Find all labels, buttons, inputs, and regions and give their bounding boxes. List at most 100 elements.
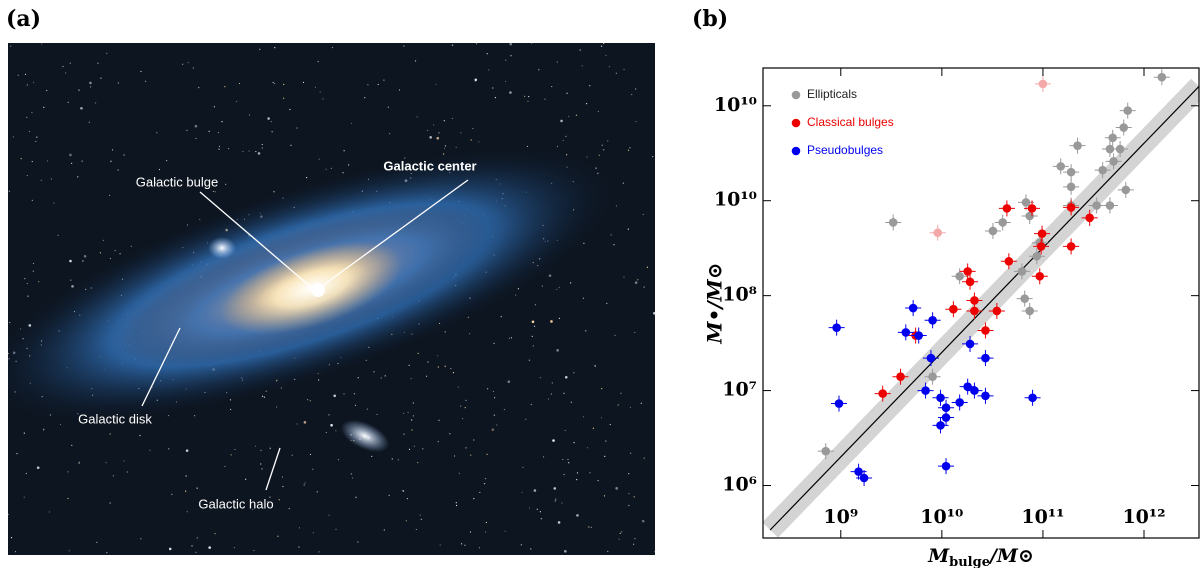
x-axis-label-part: /M⊙ bbox=[988, 545, 1034, 567]
data-point bbox=[970, 296, 979, 305]
annotation: Galactic bulge bbox=[136, 174, 218, 189]
data-point bbox=[988, 226, 998, 236]
data-point bbox=[965, 339, 975, 349]
data-point bbox=[1105, 144, 1115, 154]
data-point bbox=[1066, 203, 1076, 212]
data-point bbox=[936, 393, 945, 403]
data-point bbox=[926, 353, 936, 363]
x-axis-label-part: bulge bbox=[949, 555, 990, 568]
y-tick-label: 10⁷ bbox=[722, 379, 757, 401]
data-point bbox=[1105, 201, 1115, 210]
data-point bbox=[1027, 204, 1037, 213]
data-point bbox=[981, 391, 990, 401]
y-tick-label: 10⁶ bbox=[722, 474, 757, 496]
data-point bbox=[1098, 165, 1107, 175]
y-axis-label: M•/M⊙ bbox=[703, 262, 727, 344]
legend-marker bbox=[791, 146, 801, 156]
data-point bbox=[1115, 144, 1125, 154]
data-point bbox=[936, 421, 945, 430]
x-tick-label: 10¹⁰ bbox=[920, 506, 963, 528]
data-point bbox=[896, 372, 905, 382]
data-point bbox=[1056, 162, 1066, 171]
data-point bbox=[1025, 211, 1035, 221]
data-point bbox=[970, 306, 979, 316]
data-point bbox=[1066, 167, 1076, 177]
legend-label: Classical bulges bbox=[807, 115, 894, 129]
data-point bbox=[1119, 123, 1129, 132]
data-point bbox=[941, 413, 951, 422]
data-point bbox=[1123, 106, 1133, 115]
data-point bbox=[998, 218, 1008, 227]
data-point bbox=[921, 386, 930, 395]
legend-label: Pseudobulges bbox=[807, 143, 883, 157]
data-point bbox=[965, 277, 975, 287]
data-point bbox=[854, 467, 863, 476]
data-point bbox=[992, 306, 1002, 316]
data-point bbox=[832, 323, 841, 332]
data-point bbox=[933, 228, 943, 238]
data-point bbox=[1092, 201, 1101, 210]
x-tick-label: 10⁹ bbox=[823, 506, 858, 528]
data-point bbox=[1036, 242, 1046, 251]
plot-frame bbox=[762, 67, 1200, 539]
y-tick-label: 10¹⁰ bbox=[714, 94, 757, 116]
data-point bbox=[908, 303, 918, 313]
plot-area bbox=[763, 69, 1199, 538]
data-point bbox=[914, 331, 923, 340]
data-point bbox=[1021, 198, 1031, 207]
data-point bbox=[1032, 251, 1042, 261]
data-point bbox=[1109, 157, 1118, 166]
data-point bbox=[888, 218, 898, 227]
data-point bbox=[1038, 79, 1048, 89]
data-point bbox=[970, 386, 979, 395]
x-tick-label: 10¹² bbox=[1122, 506, 1165, 528]
data-point bbox=[834, 399, 844, 408]
panel-label: (b) bbox=[692, 6, 728, 32]
data-point bbox=[1108, 133, 1117, 143]
data-point bbox=[1157, 72, 1167, 82]
data-point bbox=[963, 267, 972, 276]
data-point bbox=[1085, 213, 1094, 223]
data-point bbox=[1004, 257, 1014, 266]
data-point bbox=[1066, 242, 1076, 251]
data-point bbox=[1035, 271, 1045, 281]
data-point bbox=[955, 271, 964, 281]
data-point bbox=[1073, 141, 1082, 150]
data-point bbox=[1017, 267, 1027, 276]
data-point bbox=[1121, 185, 1131, 195]
annotation: Galactic center bbox=[383, 158, 476, 173]
data-point bbox=[955, 398, 964, 407]
x-tick-label: 10¹¹ bbox=[1021, 506, 1064, 528]
annotation: Galactic halo bbox=[198, 496, 273, 511]
y-tick-label: 10⁸ bbox=[722, 284, 757, 306]
data-point bbox=[963, 382, 972, 391]
data-point bbox=[1037, 229, 1047, 238]
legend-marker bbox=[791, 118, 801, 128]
data-point bbox=[1002, 204, 1012, 213]
legend-marker bbox=[791, 90, 801, 100]
data-point bbox=[821, 446, 831, 456]
data-point bbox=[1066, 182, 1076, 192]
data-point bbox=[901, 328, 911, 337]
data-point bbox=[949, 304, 958, 314]
fit-line bbox=[769, 85, 1199, 531]
data-point bbox=[1020, 294, 1029, 303]
data-point bbox=[878, 389, 888, 398]
data-point bbox=[859, 473, 869, 483]
data-point bbox=[981, 326, 990, 335]
galaxy-image: Galactic bulge Galactic center Galactic … bbox=[8, 43, 655, 555]
x-axis-label-part: M bbox=[927, 545, 950, 567]
x-axis-label: Mbulge/M⊙ bbox=[927, 545, 1034, 568]
annotation: Galactic disk bbox=[78, 411, 152, 426]
legend-label: Ellipticals bbox=[807, 87, 857, 101]
data-point bbox=[941, 403, 951, 413]
data-point bbox=[1025, 306, 1035, 316]
data-point bbox=[1028, 393, 1037, 403]
data-point bbox=[981, 353, 990, 363]
panel-label: (a) bbox=[6, 6, 41, 32]
data-point bbox=[941, 461, 951, 471]
data-point bbox=[928, 315, 937, 325]
data-point bbox=[928, 372, 937, 382]
y-tick-label: 10¹⁰ bbox=[714, 189, 757, 211]
